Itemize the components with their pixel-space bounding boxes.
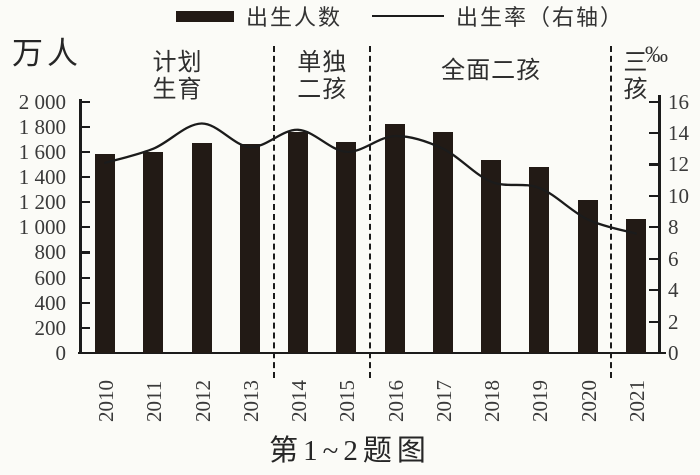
right-axis-tick [649, 100, 658, 103]
left-axis-tick-label: 1 400 [18, 164, 66, 189]
right-axis-tick [649, 352, 658, 355]
left-axis-unit-label: 万人 [12, 36, 82, 71]
birth-count-bar [288, 131, 309, 353]
policy-divider-dashed-line [369, 46, 372, 378]
left-axis-tick [81, 201, 90, 204]
birth-count-bar [239, 144, 260, 353]
right-axis-tick-label: 2 [668, 309, 679, 334]
legend-line-label: 出生率（右轴） [456, 5, 625, 30]
legend-line-swatch-icon [372, 15, 445, 17]
right-axis-unit-label: ‰ [645, 42, 668, 67]
left-axis-tick [81, 251, 90, 254]
x-axis-year-label: 2010 [94, 380, 119, 422]
x-axis-year-label: 2013 [238, 380, 263, 422]
birth-count-bar [191, 142, 212, 353]
birth-count-bar [143, 151, 164, 353]
left-axis-tick-label: 1 200 [18, 190, 66, 215]
policy-divider-dashed-line [610, 46, 613, 378]
left-axis-tick [81, 150, 90, 153]
right-axis-tick-label: 14 [668, 120, 689, 145]
x-axis-year-label: 2018 [480, 380, 505, 422]
policy-annotation: 单独 二孩 [297, 50, 348, 103]
x-axis-year-label: 2019 [528, 380, 553, 422]
policy-divider-dashed-line [272, 46, 275, 378]
left-y-axis [79, 99, 82, 354]
x-axis-year-label: 2021 [624, 380, 649, 422]
left-axis-tick-label: 2 000 [18, 89, 66, 114]
x-axis-year-label: 2012 [190, 380, 215, 422]
x-axis-year-label: 2015 [335, 380, 360, 422]
right-axis-tick [649, 226, 658, 229]
right-axis-tick [649, 194, 658, 197]
right-axis-tick-label: 16 [668, 89, 689, 114]
right-y-axis [658, 95, 661, 354]
figure-caption: 第1~2题图 [269, 435, 431, 467]
left-axis-tick-label: 1 600 [18, 139, 66, 164]
left-axis-tick-label: 200 [34, 315, 67, 340]
right-axis-tick [649, 163, 658, 166]
left-axis-tick [81, 100, 90, 103]
policy-annotation: 计划 生育 [152, 50, 203, 103]
left-axis-tick-label: 0 [55, 341, 67, 365]
right-axis-tick-label: 6 [668, 246, 679, 271]
x-axis-year-label: 2014 [287, 380, 312, 422]
left-axis-tick [81, 226, 90, 229]
x-axis-year-label: 2020 [576, 380, 601, 422]
left-axis-tick-label: 400 [34, 290, 67, 315]
left-axis-tick [81, 125, 90, 128]
birth-count-bar [481, 159, 502, 353]
left-axis-tick [81, 301, 90, 304]
left-axis-tick [81, 175, 90, 179]
birth-count-bar [577, 200, 598, 353]
policy-annotation: 三孩 [623, 50, 649, 103]
x-axis-year-label: 2017 [431, 380, 456, 422]
birth-count-bar [625, 219, 646, 353]
x-axis [78, 351, 666, 355]
right-axis-tick-label: 4 [668, 278, 679, 303]
left-axis-tick-label: 600 [34, 265, 67, 290]
left-axis-tick [81, 352, 90, 355]
right-axis-tick-label: 10 [668, 183, 689, 208]
legend: 出生人数 出生率（右轴） [176, 2, 624, 30]
left-axis-tick [81, 276, 90, 279]
birth-count-bar [432, 131, 453, 353]
x-axis-year-label: 2016 [383, 380, 408, 422]
x-axis-year-label: 2011 [142, 380, 167, 422]
birth-count-bar [384, 124, 405, 353]
left-axis-tick-label: 1 800 [18, 114, 66, 139]
right-axis-tick [649, 131, 658, 135]
right-axis-tick-label: 12 [668, 152, 689, 177]
birth-count-bar [95, 154, 116, 353]
right-axis-tick-label: 8 [668, 215, 679, 240]
right-axis-tick [649, 289, 658, 292]
policy-annotation: 全面二孩 [441, 58, 542, 84]
birth-count-bar [336, 141, 357, 353]
right-axis-tick [649, 320, 658, 323]
legend-bar-swatch-icon [176, 10, 234, 22]
birth-count-bar [529, 166, 550, 353]
left-axis-tick [81, 326, 90, 330]
legend-bar-label: 出生人数 [246, 5, 343, 30]
right-axis-tick-label: 0 [668, 341, 679, 365]
left-axis-tick-label: 800 [34, 240, 67, 265]
right-axis-tick [649, 257, 658, 260]
left-axis-tick-label: 1 000 [18, 215, 66, 240]
